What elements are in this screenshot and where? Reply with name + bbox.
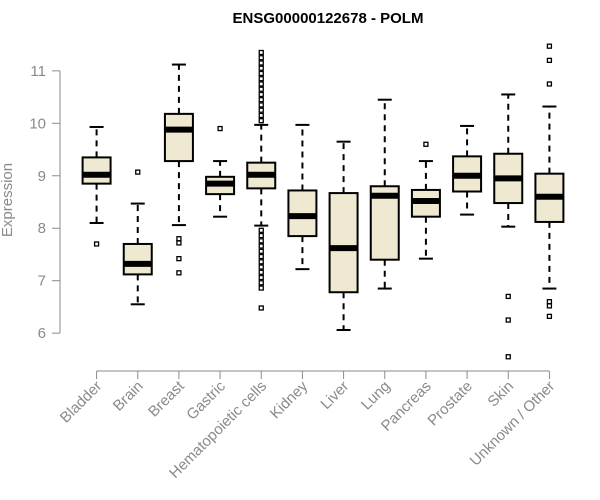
- category-label: Bladder: [57, 378, 106, 427]
- iqr-box: [328, 192, 359, 294]
- outlier-point: [258, 91, 264, 98]
- outlier-point: [176, 256, 182, 262]
- box-hematopoietic-cells: [246, 49, 277, 311]
- outlier-point: [176, 236, 182, 242]
- iqr-box: [122, 242, 153, 276]
- y-axis-label: Expression: [0, 163, 16, 237]
- outlier-point: [258, 259, 264, 265]
- box-unknown-other: [534, 43, 565, 320]
- y-tick-label: 7: [38, 273, 46, 290]
- y-tick-label: 11: [30, 63, 46, 80]
- outlier-point: [258, 102, 264, 108]
- category-label: Prostate: [424, 378, 476, 430]
- outlier-point: [258, 65, 264, 71]
- category-label: Liver: [317, 378, 352, 413]
- outlier-point: [258, 55, 264, 61]
- iqr-box: [163, 112, 194, 163]
- box-gastric: [205, 125, 236, 218]
- box-prostate: [452, 124, 483, 216]
- outlier-point: [546, 57, 553, 64]
- category-label: Breast: [145, 377, 188, 420]
- outlier-point: [258, 227, 264, 233]
- outlier-point: [258, 243, 264, 249]
- outlier-point: [258, 248, 264, 254]
- outlier-point: [176, 240, 182, 246]
- outlier-point: [258, 264, 264, 270]
- y-axis: 6 7 8 9 10 11: [29, 63, 61, 342]
- y-tick-label: 9: [38, 168, 46, 185]
- outlier-point: [505, 317, 511, 323]
- outlier-point: [258, 70, 264, 77]
- outlier-point: [258, 86, 264, 92]
- outlier-point: [258, 107, 264, 113]
- box-bladder: [81, 125, 112, 247]
- outlier-point: [258, 232, 264, 239]
- outlier-point: [258, 97, 264, 103]
- outlier-point: [258, 238, 264, 244]
- x-axis: [96, 370, 550, 379]
- outlier-point: [258, 118, 264, 124]
- box-pancreas: [410, 141, 441, 260]
- outlier-point: [258, 60, 264, 66]
- category-label: Kidney: [267, 377, 312, 422]
- box-brain: [122, 169, 153, 306]
- category-label: Brain: [110, 378, 147, 415]
- category-label: Skin: [484, 378, 517, 411]
- outlier-point: [217, 125, 223, 132]
- outlier-point: [258, 274, 264, 281]
- outlier-point: [546, 313, 553, 320]
- outlier-point: [176, 270, 182, 276]
- outlier-point: [258, 305, 264, 311]
- outlier-point: [546, 81, 553, 87]
- outlier-point: [258, 285, 264, 291]
- box-skin: [493, 93, 524, 360]
- outlier-point: [258, 76, 264, 82]
- outlier-point: [258, 112, 264, 119]
- box-lung: [369, 98, 400, 290]
- outlier-point: [258, 81, 264, 87]
- box-kidney: [287, 123, 318, 271]
- outlier-point: [93, 241, 100, 247]
- outlier-point: [135, 169, 141, 175]
- chart-title: ENSG00000122678 - POLM: [233, 10, 424, 27]
- outlier-point: [258, 49, 264, 56]
- outlier-point: [258, 269, 264, 275]
- outlier-point: [505, 354, 511, 360]
- y-tick-label: 10: [29, 115, 46, 132]
- box-liver: [328, 140, 359, 331]
- outlier-point: [423, 141, 429, 147]
- outlier-point: [505, 293, 511, 300]
- category-label: Lung: [358, 378, 394, 414]
- y-tick-label: 8: [38, 220, 46, 237]
- y-tick-label: 6: [38, 325, 46, 342]
- boxes: [81, 43, 565, 360]
- outlier-point: [546, 299, 553, 305]
- outlier-point: [258, 253, 264, 260]
- box-breast: [163, 63, 194, 276]
- outlier-point: [546, 43, 553, 49]
- outlier-point: [258, 280, 264, 286]
- outlier-point: [546, 303, 553, 309]
- iqr-box: [81, 156, 112, 185]
